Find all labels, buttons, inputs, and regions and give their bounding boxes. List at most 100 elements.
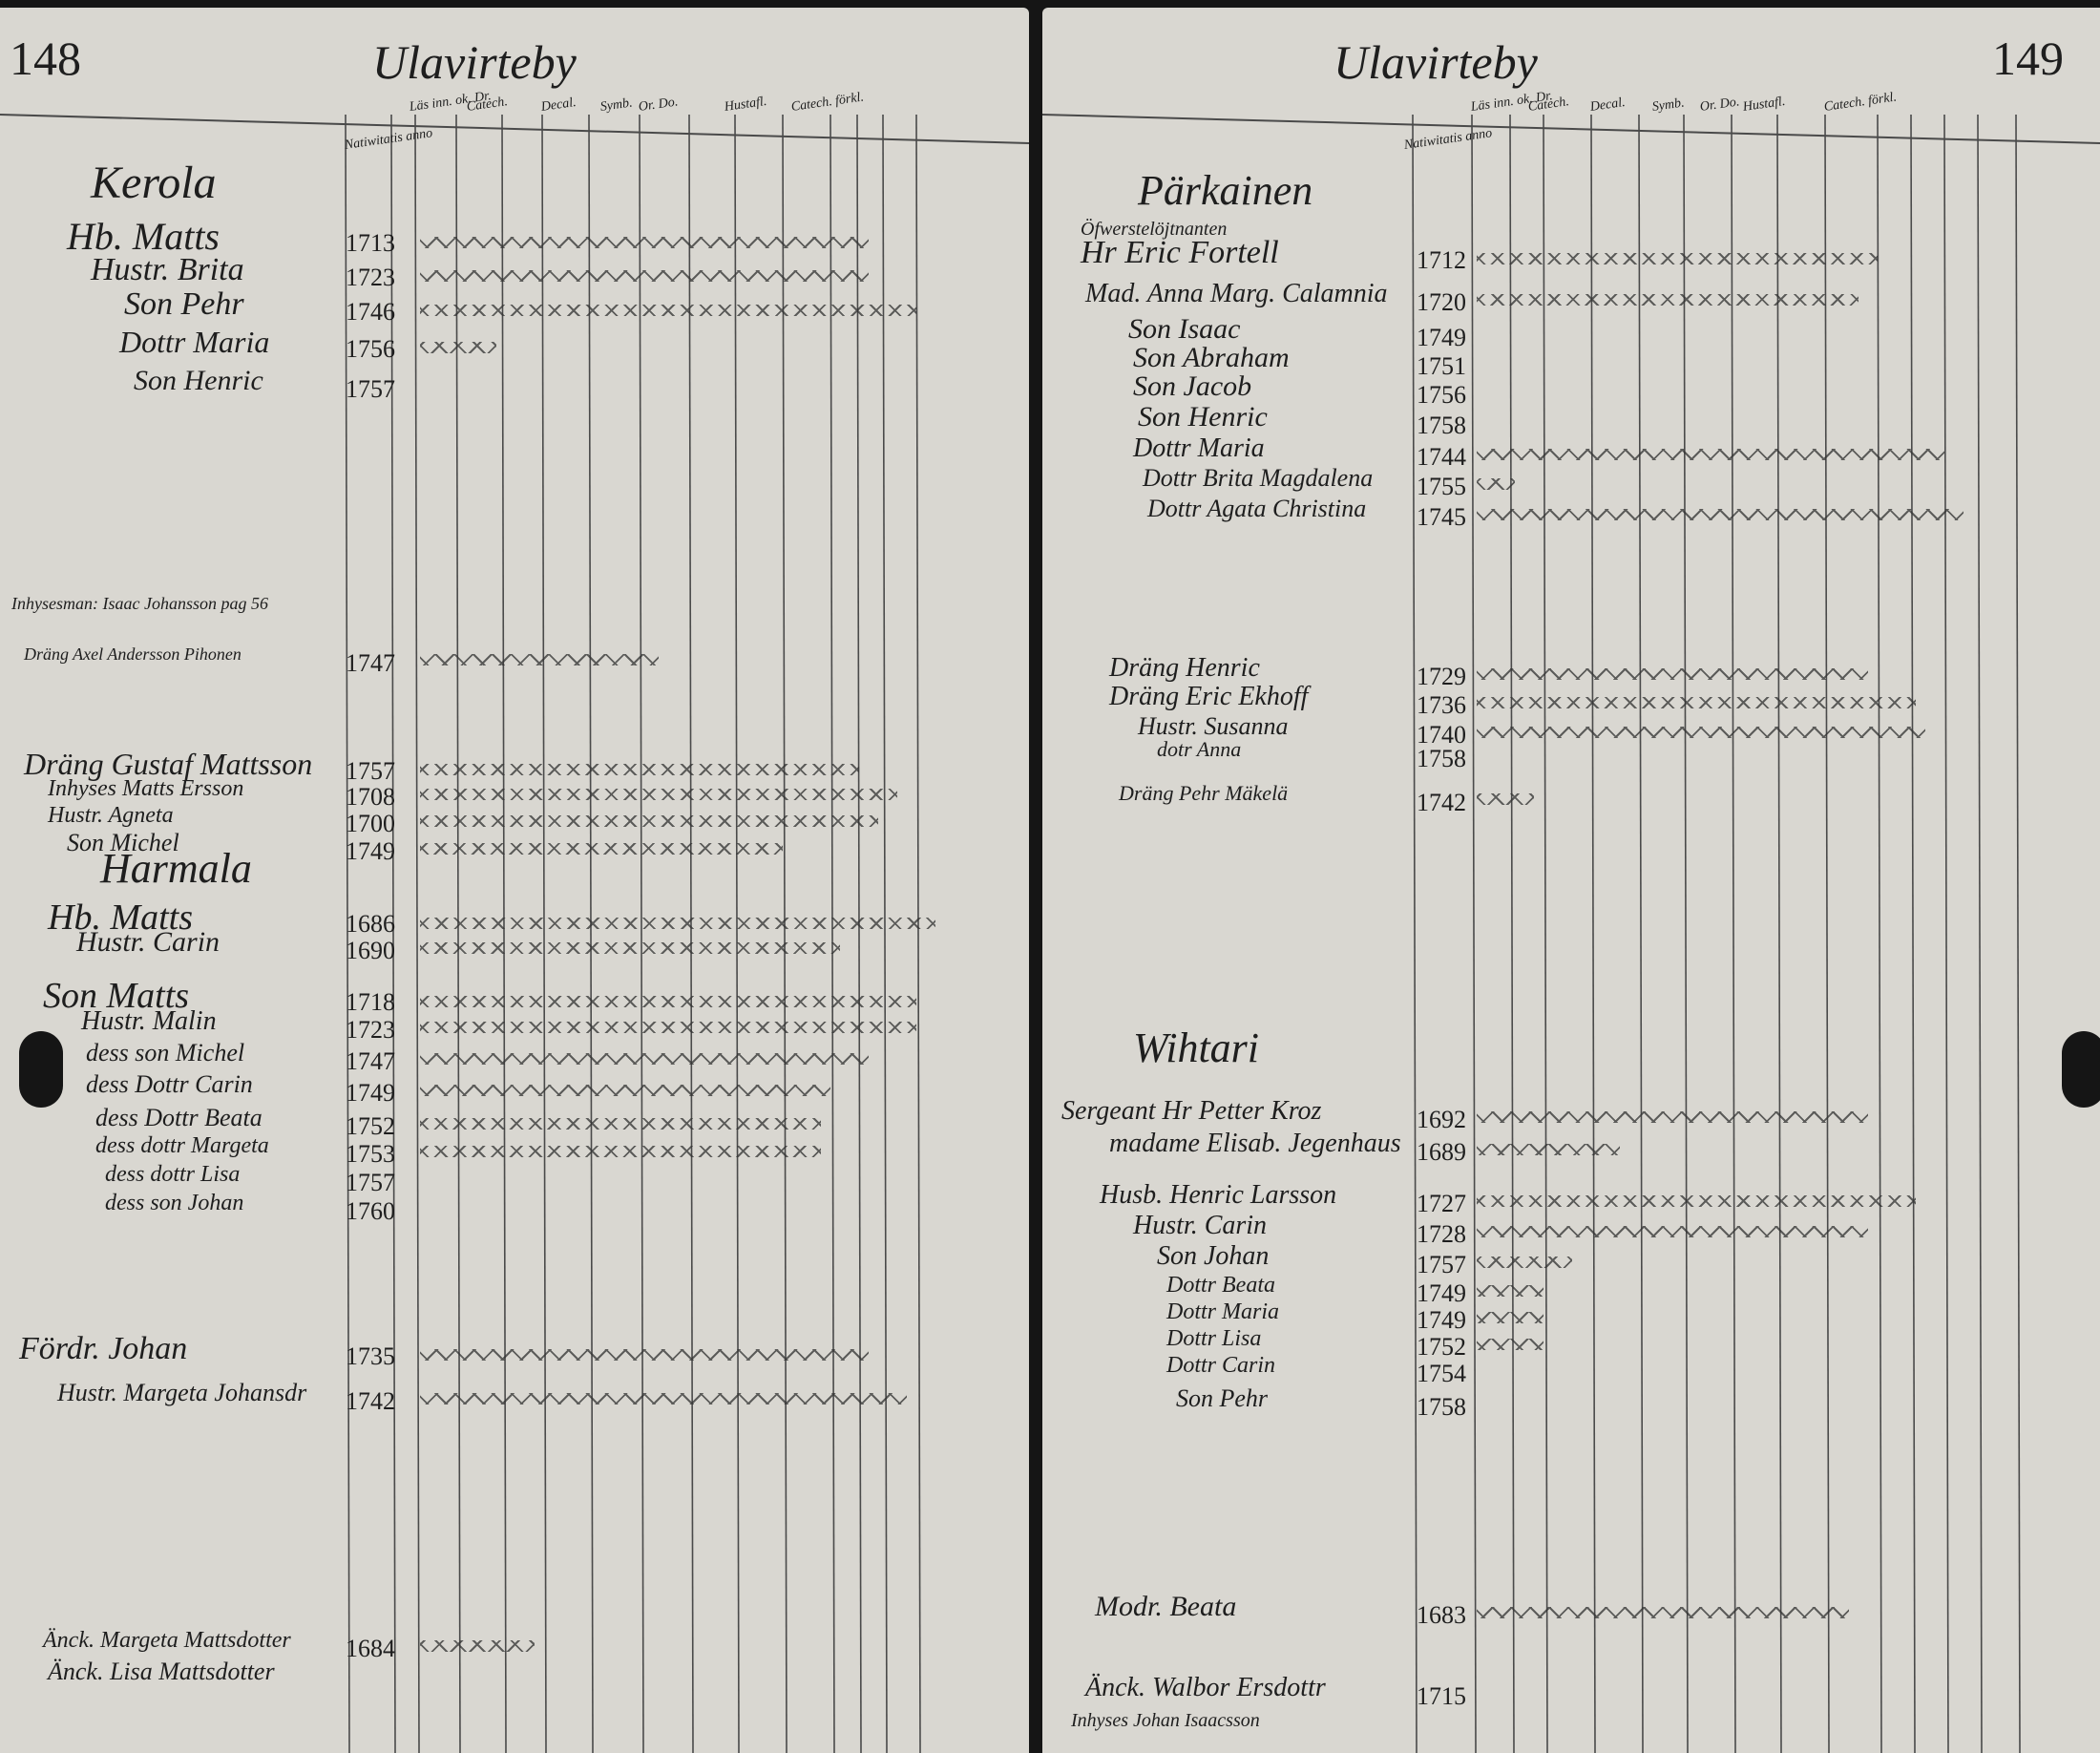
- entry-name: Dottr Maria: [1133, 433, 1265, 463]
- entry-name: Dottr Lisa: [1166, 1326, 1262, 1351]
- ruling-line: [588, 114, 594, 1753]
- entry-name: Fördr. Johan: [19, 1331, 188, 1366]
- entry-name: Dottr Agata Christina: [1147, 495, 1367, 522]
- ruling-line: [1590, 114, 1596, 1753]
- attendance-marks: [1477, 509, 1964, 520]
- ruling-line: [501, 114, 507, 1753]
- entry-name: dess son Michel: [86, 1039, 245, 1067]
- ruling-line: [1412, 114, 1418, 1753]
- entry-name: Änck. Margeta Mattsdotter: [43, 1628, 291, 1653]
- entry-name: Inhyses Matts Ersson: [48, 776, 244, 801]
- attendance-marks: [1477, 478, 1515, 490]
- birth-year: 1715: [1417, 1681, 1466, 1710]
- ruling-line: [0, 114, 1029, 144]
- attendance-marks: [420, 1640, 535, 1652]
- entry-name: dess Dottr Carin: [86, 1070, 253, 1098]
- attendance-marks: [420, 1022, 916, 1033]
- attendance-marks: [1477, 449, 1944, 460]
- entry-name: dess Dottr Beata: [95, 1104, 262, 1131]
- birth-year: 1686: [346, 910, 395, 939]
- attendance-marks: [1477, 1144, 1620, 1155]
- attendance-marks: [420, 996, 916, 1007]
- entry-name: Dottr Maria: [1166, 1299, 1280, 1324]
- birth-year: 1756: [1417, 380, 1466, 409]
- entry-name: Son Isaac: [1128, 313, 1241, 345]
- entry-name: Dräng Eric Ekhoff: [1109, 682, 1309, 711]
- birth-year: 1752: [346, 1112, 395, 1141]
- page-number: 149: [1992, 32, 2064, 85]
- page-title: Ulavirteby: [372, 35, 577, 89]
- entry-name: Wihtari: [1133, 1024, 1260, 1071]
- entry-name: Inhysesman: Isaac Johansson pag 56: [11, 594, 268, 613]
- birth-year: 1753: [346, 1140, 395, 1169]
- ruling-line: [688, 114, 694, 1753]
- birth-year: 1758: [1417, 1393, 1466, 1422]
- ruling-line: [639, 114, 644, 1753]
- birth-year: 1756: [346, 335, 395, 364]
- page-number: 148: [10, 32, 81, 85]
- entry-name: Dottr Beata: [1166, 1273, 1275, 1298]
- birth-year: 1708: [346, 783, 395, 812]
- entry-name: Änck. Walbor Ersdottr: [1085, 1673, 1326, 1702]
- birth-year: 1745: [1417, 503, 1466, 532]
- birth-year: 1740: [1417, 721, 1466, 750]
- birth-year: 1736: [1417, 690, 1466, 719]
- birth-year: 1757: [1417, 1250, 1466, 1278]
- attendance-marks: [1477, 727, 1925, 738]
- attendance-marks: [1477, 1195, 1916, 1207]
- entry-name: Hustr. Carin: [1133, 1211, 1268, 1240]
- birth-year: 1718: [346, 988, 395, 1017]
- attendance-marks: [1477, 793, 1534, 805]
- entry-name: Son Pehr: [1176, 1384, 1269, 1412]
- attendance-marks: [1477, 668, 1868, 680]
- entry-name: Änck. Lisa Mattsdotter: [48, 1658, 275, 1685]
- ruling-line: [345, 114, 350, 1753]
- entry-name: Son Johan: [1157, 1241, 1270, 1271]
- birth-year: 1752: [1417, 1333, 1466, 1362]
- birth-year: 1749: [1417, 1279, 1466, 1308]
- birth-year: 1700: [346, 810, 395, 838]
- ruling-line: [390, 114, 396, 1753]
- attendance-marks: [1477, 1257, 1572, 1268]
- ruling-line: [455, 114, 461, 1753]
- entry-name: Dräng Pehr Mäkelä: [1119, 781, 1289, 805]
- ruling-line: [856, 114, 862, 1753]
- birth-year: 1758: [1417, 744, 1466, 772]
- birth-year: 1692: [1417, 1105, 1466, 1133]
- attendance-marks: [420, 270, 869, 282]
- attendance-marks: [420, 1053, 869, 1065]
- entry-name: Dräng Gustaf Mattsson: [24, 747, 313, 781]
- attendance-marks: [1477, 1226, 1868, 1237]
- entry-name: Harmala: [100, 845, 252, 892]
- attendance-marks: [420, 918, 935, 929]
- attendance-marks: [420, 764, 859, 775]
- birth-year: 1690: [346, 936, 395, 964]
- entry-name: Hustr. Brita: [91, 252, 244, 287]
- attendance-marks: [1477, 1607, 1849, 1618]
- ruling-line: [1543, 114, 1548, 1753]
- birth-year: 1749: [1417, 1306, 1466, 1335]
- right-page: 149 Ulavirteby Läs inn. ok. Dr. Catech. Deca…: [1042, 8, 2100, 1753]
- entry-name: dotr Anna: [1157, 737, 1242, 761]
- birth-year: 1749: [1417, 323, 1466, 351]
- entry-name: Hr Eric Fortell: [1081, 235, 1279, 270]
- entry-name: dess son Johan: [105, 1191, 244, 1215]
- entry-name: Öfwerstelöjtnanten: [1081, 219, 1228, 240]
- attendance-marks: [420, 237, 869, 248]
- birth-year: 1713: [346, 229, 395, 257]
- binding-hole: [2062, 1031, 2100, 1108]
- entry-name: Hb. Matts: [67, 215, 220, 258]
- entry-name: Son Pehr: [124, 286, 244, 322]
- birth-year: 1729: [1417, 662, 1466, 690]
- entry-name: Husb. Henric Larsson: [1100, 1180, 1337, 1210]
- entry-name: Son Henric: [1138, 401, 1268, 433]
- entry-name: Modr. Beata: [1095, 1591, 1237, 1622]
- attendance-marks: [1477, 1312, 1544, 1323]
- birth-year: 1744: [1417, 442, 1466, 471]
- attendance-marks: [420, 815, 878, 827]
- birth-year: 1712: [1417, 245, 1466, 274]
- ruling-line: [2015, 114, 2021, 1753]
- entry-name: Son Jacob: [1133, 370, 1252, 402]
- birth-year: 1689: [1417, 1137, 1466, 1166]
